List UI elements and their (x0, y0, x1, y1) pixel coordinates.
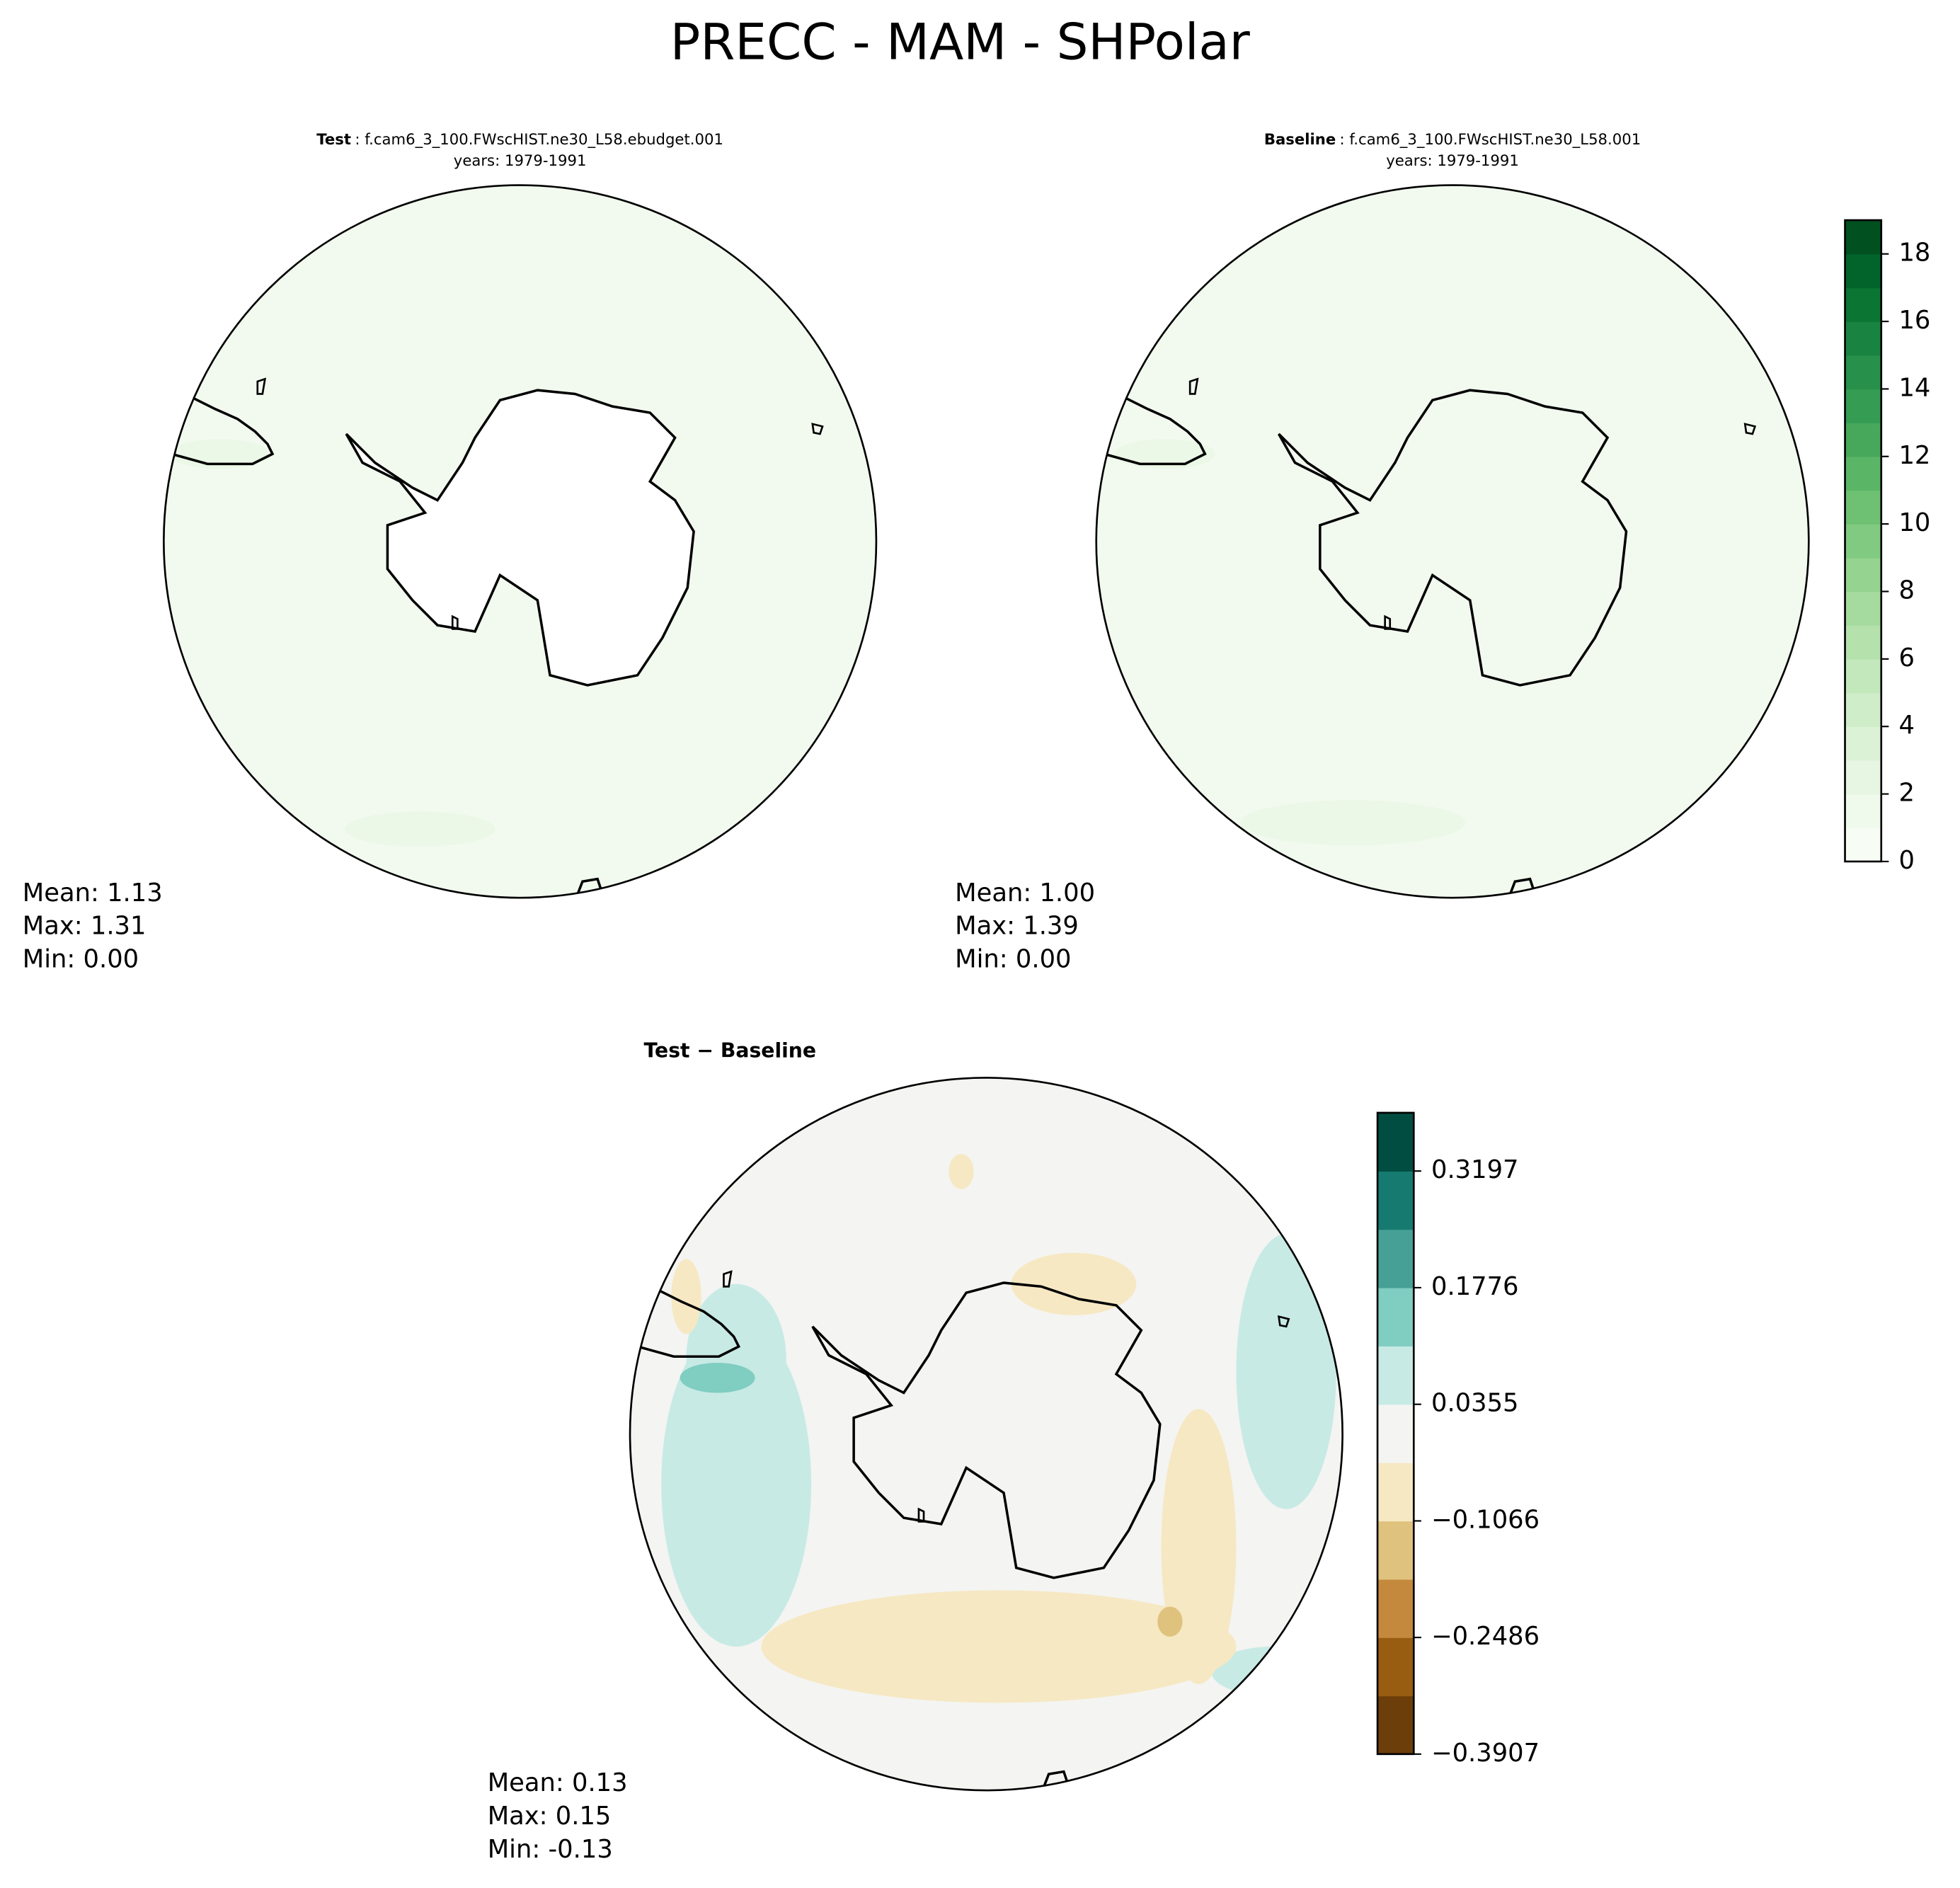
colorbar-frame (1844, 219, 1883, 863)
colorbar-tick-label: 0.0355 (1431, 1389, 1519, 1418)
colorbar-band (1845, 625, 1881, 660)
colorbar-band (1377, 1579, 1414, 1638)
colorbar-band (1845, 658, 1881, 694)
colorbar-frame (1376, 1111, 1415, 1756)
colorbar-band (1845, 794, 1881, 828)
colorbar-band (1377, 1171, 1414, 1230)
colorbar-tick-label: 2 (1898, 779, 1914, 808)
colorbar-tick-label: 10 (1898, 508, 1930, 537)
field-contour (1236, 1234, 1336, 1509)
map (630, 1077, 1343, 1791)
colorbar-band (1377, 1404, 1414, 1463)
colorbar-band (1845, 220, 1881, 255)
stat-label: Mean: 0.13 (488, 1768, 628, 1797)
colorbar-band (1845, 591, 1881, 626)
colorbar-tick-label: 18 (1898, 239, 1930, 268)
colorbar-tick-label: 0.1776 (1431, 1272, 1519, 1301)
colorbar-band (1377, 1229, 1414, 1288)
map-border (163, 184, 878, 899)
colorbar-band (1845, 828, 1881, 862)
colorbar-band (1845, 760, 1881, 795)
colorbar-band (1377, 1521, 1414, 1580)
colorbar-tick-label: −0.1066 (1431, 1505, 1540, 1534)
colorbar-band (1845, 287, 1881, 322)
colorbar-band (1845, 490, 1881, 525)
colorbar-tick-label: 16 (1898, 306, 1930, 335)
map-border (629, 1077, 1343, 1792)
panel-title: Test: f.cam6_3_100.FWscHIST.ne30_L58.ebu… (316, 130, 723, 148)
colorbar-band (1845, 423, 1881, 457)
map (1096, 185, 1809, 898)
colorbar-band (1377, 1346, 1414, 1405)
colorbar-tick-label: −0.3907 (1431, 1739, 1540, 1768)
stat-label: Min: 0.00 (955, 944, 1071, 973)
stat-label: Min: -0.13 (488, 1835, 613, 1864)
panel-title-text: : f.cam6_3_100.FWscHIST.ne30_L58.ebudget… (355, 130, 723, 148)
field-contour (949, 1154, 974, 1189)
panel-title-bold: Test (316, 130, 351, 148)
colorbar-tick-label: 4 (1898, 711, 1914, 740)
field-contour (345, 811, 495, 847)
colorbar-tick-label: 14 (1898, 373, 1930, 402)
colorbar-band (1845, 253, 1881, 289)
colorbar-band (1845, 726, 1881, 761)
colorbar-tick-label: 6 (1898, 643, 1914, 673)
stat-label: Max: 1.31 (23, 912, 147, 941)
colorbar-tick-label: −0.2486 (1431, 1622, 1540, 1651)
colorbar-band (1377, 1112, 1414, 1172)
colorbar-band (1377, 1463, 1414, 1522)
panel-title-bold: Baseline (1264, 130, 1336, 148)
colorbar-band (1377, 1637, 1414, 1697)
colorbar-band (1845, 557, 1881, 593)
map-background (1096, 185, 1809, 898)
field-contour (1011, 1252, 1137, 1315)
stat-label: Max: 1.39 (955, 912, 1079, 941)
colorbar-tick-label: 0.3197 (1431, 1155, 1519, 1184)
panel-title: Baseline: f.cam6_3_100.FWscHIST.ne30_L58… (1264, 130, 1641, 148)
colorbar-band (1845, 355, 1881, 390)
panel-title-bold: Test − Baseline (644, 1039, 817, 1062)
panel-title-text: : f.cam6_3_100.FWscHIST.ne30_L58.001 (1340, 130, 1641, 148)
stat-label: Mean: 1.00 (955, 879, 1095, 908)
stat-label: Max: 0.15 (488, 1802, 612, 1831)
map (164, 185, 876, 898)
colorbar-band (1845, 692, 1881, 727)
colorbar-tick-label: 12 (1898, 441, 1930, 470)
figure-title: PRECC - MAM - SHPolar (670, 12, 1251, 71)
colorbar-band (1377, 1287, 1414, 1347)
stat-label: Min: 0.00 (23, 944, 139, 973)
field-contour (680, 1363, 755, 1393)
panel-subtitle: years: 1979-1991 (1386, 151, 1519, 169)
colorbar-band (1845, 524, 1881, 559)
map-border (1095, 184, 1810, 899)
field-contour (761, 1590, 1237, 1703)
field-contour (686, 1283, 786, 1434)
panel-subtitle: years: 1979-1991 (454, 151, 587, 169)
field-contour (671, 1259, 701, 1334)
coast (1041, 1770, 1070, 1791)
coast (575, 877, 604, 898)
colorbar-band (1377, 1695, 1414, 1755)
colorbar-band (1845, 456, 1881, 491)
colorbar-band (1845, 321, 1881, 356)
colorbar-tick-label: 8 (1898, 576, 1914, 605)
colorbar-tick-label: 0 (1898, 846, 1914, 875)
stat-label: Mean: 1.13 (23, 879, 163, 908)
panel-title: Test − Baseline (644, 1039, 817, 1062)
coast (1507, 877, 1537, 898)
colorbar-band (1845, 389, 1881, 423)
field-contour (1157, 1606, 1183, 1637)
field-contour (1239, 800, 1465, 845)
field-contour (1161, 1409, 1237, 1684)
